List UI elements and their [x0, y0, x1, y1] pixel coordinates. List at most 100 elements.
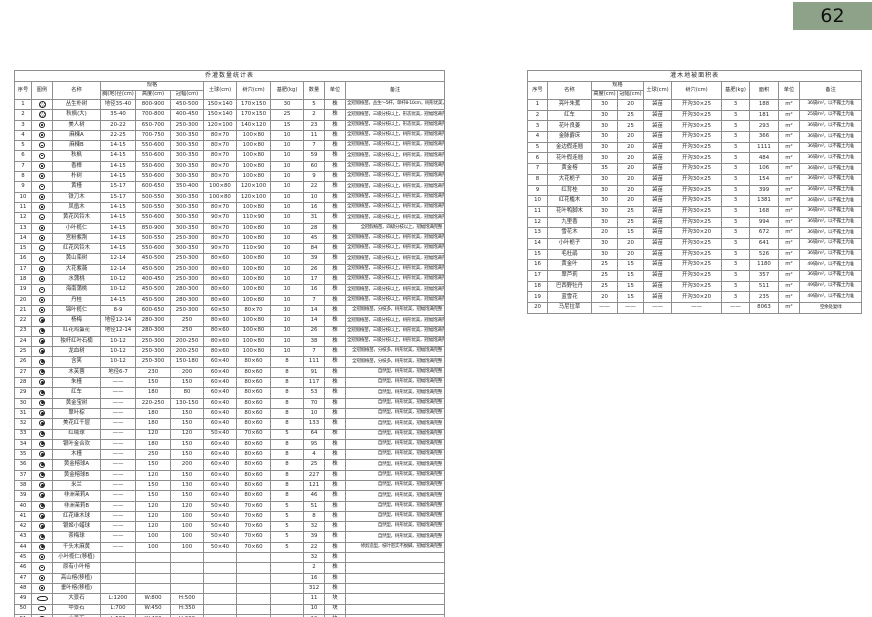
- fertilizer-cell: 3: [721, 109, 750, 122]
- table-row: 16 黄山栾树 12-14 450-500 250-300 80×60 100×80 10 39…: [14, 253, 446, 265]
- seq-cell: 8: [14, 171, 32, 183]
- qty-cell: 25: [303, 459, 325, 471]
- height-cell: 400-450: [135, 274, 171, 286]
- remark-cell: [344, 572, 446, 584]
- legend-cell: [31, 191, 53, 203]
- diameter-cell: ——: [100, 490, 136, 502]
- seq-cell: 49: [14, 593, 32, 605]
- crown-cell: ——: [617, 302, 644, 314]
- unit-cell: 株: [324, 397, 346, 409]
- unit-cell: 株: [324, 201, 346, 214]
- diameter-cell: 14-15: [100, 160, 136, 173]
- remark-cell: 全冠假植苗，三级分枝以上，形态优美，冠幅饱满完整: [344, 119, 446, 131]
- pit-cell: 80×60: [236, 387, 271, 399]
- legend-cell: [31, 572, 53, 584]
- table-row: 15 毛杜鹃 30 20 袋苗 开沟30×25 3 526 m² 36袋/m²，以不露土为准: [527, 248, 863, 261]
- name-cell: 宫粉紫荆: [52, 232, 101, 245]
- pit-cell: 开沟30×25: [671, 270, 722, 282]
- pit-cell: 80×60: [236, 366, 271, 379]
- seq-cell: 17: [14, 263, 32, 276]
- remark-cell: 全冠假植苗，三级分枝以上，树形优美，冠幅饱满完整: [344, 212, 446, 224]
- fertilizer-cell: 10: [270, 232, 304, 245]
- diameter-cell: 14-15: [100, 294, 136, 306]
- shrub-icon: [39, 368, 45, 375]
- height-cell: 250: [135, 449, 171, 461]
- crown-cell: 300-350: [170, 222, 204, 234]
- name-cell: 海南蒲桃: [52, 284, 101, 296]
- crown-cell: 25: [617, 216, 644, 229]
- diameter-cell: 12-14: [100, 253, 136, 265]
- header-pit: 树穴(cm): [236, 81, 271, 100]
- height-cell: 450-500: [135, 263, 171, 276]
- name-cell: 红花风铃木: [52, 243, 101, 255]
- remark-cell: 49袋/m²，以不露土为准: [798, 280, 863, 293]
- name-cell: 翠芦莉: [547, 270, 592, 282]
- soil-ball-cell: 袋苗: [643, 227, 672, 239]
- unit-cell: m²: [778, 227, 800, 239]
- seq-cell: 45: [14, 552, 32, 564]
- crown-cell: 15: [617, 280, 644, 293]
- name-cell: 麻楝A: [52, 129, 101, 142]
- table-row: 8 朴树 14-15 550-600 300-350 80×70 100×80 10 9 株全冠假…: [14, 171, 446, 183]
- height-cell: 30: [591, 141, 618, 154]
- header-unit: 单位: [778, 81, 800, 100]
- soil-ball-cell: 60×40: [203, 387, 237, 399]
- qty-cell: 95: [303, 438, 325, 451]
- diameter-cell: 14-15: [100, 171, 136, 183]
- table-row: 2 秋枫(大) 35-40 700-800 400-450 150×140 170×150 2…: [14, 109, 446, 121]
- height-cell: 150: [135, 377, 171, 389]
- height-cell: 850-900: [135, 222, 171, 234]
- tree-icon: [39, 214, 45, 221]
- remark-cell: 全冠假植苗，三级分枝以上，树形优美，冠幅饱满完整: [344, 325, 446, 337]
- unit-cell: 株: [324, 418, 346, 430]
- area-cell: 106: [749, 163, 779, 175]
- area-cell: 188: [749, 99, 779, 111]
- table-row: 4 金脉爵床 30 20 袋苗 开沟30×25 3 366 m² 36袋/m²，以不露土为准: [527, 131, 863, 143]
- crown-cell: 300-350: [170, 191, 204, 203]
- pit-cell: 开沟30×25: [671, 141, 722, 154]
- fertilizer-cell: [270, 572, 304, 584]
- pit-cell: 110×90: [236, 243, 271, 255]
- height-cell: 30: [591, 152, 618, 165]
- area-cell: 181: [749, 109, 779, 122]
- soil-ball-cell: 90×70: [203, 243, 237, 255]
- soil-ball-cell: 袋苗: [643, 131, 672, 143]
- legend-cell: [31, 469, 53, 481]
- qty-cell: 121: [303, 479, 325, 492]
- remark-cell: 全冠假植苗，三级分枝以上，树形优美，冠幅饱满完整: [344, 253, 446, 265]
- unit-cell: 株: [324, 274, 346, 286]
- seq-cell: 9: [14, 181, 32, 193]
- header-subrow: 胸(地)径(cm) 高度(cm) 冠幅(cm): [15, 90, 445, 100]
- name-cell: 红花檵木: [547, 195, 592, 207]
- unit-cell: m²: [778, 195, 800, 207]
- unit-cell: 株: [324, 253, 346, 265]
- legend-cell: [31, 325, 53, 337]
- name-cell: 毛杜鹃: [547, 248, 592, 261]
- unit-cell: m²: [778, 184, 800, 197]
- table-row: 6 秋枫 14-15 550-600 300-350 80×70 100×80 10 59 株全冠…: [14, 150, 446, 162]
- fertilizer-cell: 3: [721, 152, 750, 165]
- qty-cell: 11: [303, 593, 325, 605]
- legend-cell: [31, 129, 53, 142]
- height-cell: 25: [591, 270, 618, 282]
- soil-ball-cell: 80×60: [203, 335, 237, 348]
- remark-cell: 自然型，树形优美，冠幅饱满完整: [344, 428, 446, 440]
- soil-ball-cell: 60×40: [203, 490, 237, 502]
- table-row: 31 翠叶棕 —— 180 150 60×40 80×60 8 10 株自然型，树形优美，冠幅饱满…: [14, 407, 446, 420]
- name-cell: 非洲茉莉A: [52, 490, 101, 502]
- unit-cell: 株: [324, 150, 346, 162]
- shrub-icon: [39, 471, 45, 478]
- crown-cell: 250-300: [170, 263, 204, 276]
- table-row: 8 大花栀子 30 20 袋苗 开沟30×25 3 154 m² 36袋/m²，以不露土为准: [527, 173, 863, 186]
- table-body: 1 丛生朴树 地径35-40 800-900 450-500 150×140 170×150…: [14, 98, 446, 617]
- pit-cell: 80×60: [236, 407, 271, 420]
- crown-cell: [170, 552, 204, 564]
- seq-cell: 36: [14, 459, 32, 471]
- header-remark: 备注: [798, 81, 863, 100]
- remark-cell: 全冠假植苗，三级分枝以上，树形优美，冠幅饱满完整: [344, 150, 446, 162]
- name-cell: 木芙蓉: [52, 366, 101, 379]
- soil-ball-cell: 60×40: [203, 377, 237, 389]
- qty-cell: 10: [303, 191, 325, 203]
- height-cell: 100: [135, 531, 171, 543]
- diameter-cell: ——: [100, 479, 136, 492]
